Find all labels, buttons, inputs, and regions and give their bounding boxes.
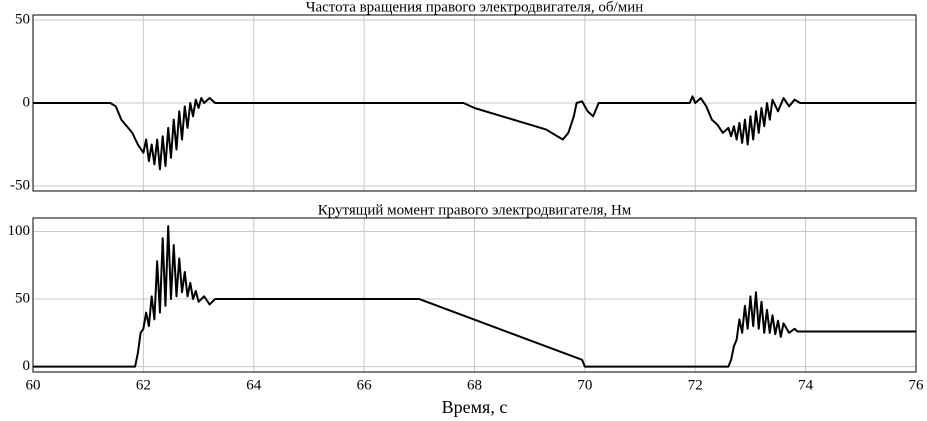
x-tick-label: 70 — [577, 377, 592, 393]
chart-title: Крутящий момент правого электродвигателя… — [318, 202, 632, 218]
x-tick-label: 76 — [909, 377, 925, 393]
x-tick-label: 68 — [467, 377, 482, 393]
y-tick-label: 0 — [23, 94, 31, 110]
data-line — [33, 225, 916, 368]
y-tick-label: 50 — [15, 290, 30, 306]
x-tick-label: 74 — [798, 377, 814, 393]
x-tick-label: 64 — [246, 377, 262, 393]
y-tick-label: 100 — [8, 223, 31, 239]
plot-frame — [32, 217, 917, 373]
y-tick-label: 0 — [23, 358, 31, 374]
x-axis-label: Время, с — [442, 397, 508, 417]
y-tick-label: 50 — [15, 11, 30, 27]
x-tick-label: 72 — [688, 377, 703, 393]
x-tick-label: 62 — [136, 377, 151, 393]
x-tick-label: 60 — [26, 377, 41, 393]
chart-title: Частота вращения правого электродвигател… — [306, 0, 644, 15]
data-line — [33, 95, 916, 171]
x-tick-label: 66 — [357, 377, 373, 393]
y-tick-label: -50 — [10, 177, 30, 193]
